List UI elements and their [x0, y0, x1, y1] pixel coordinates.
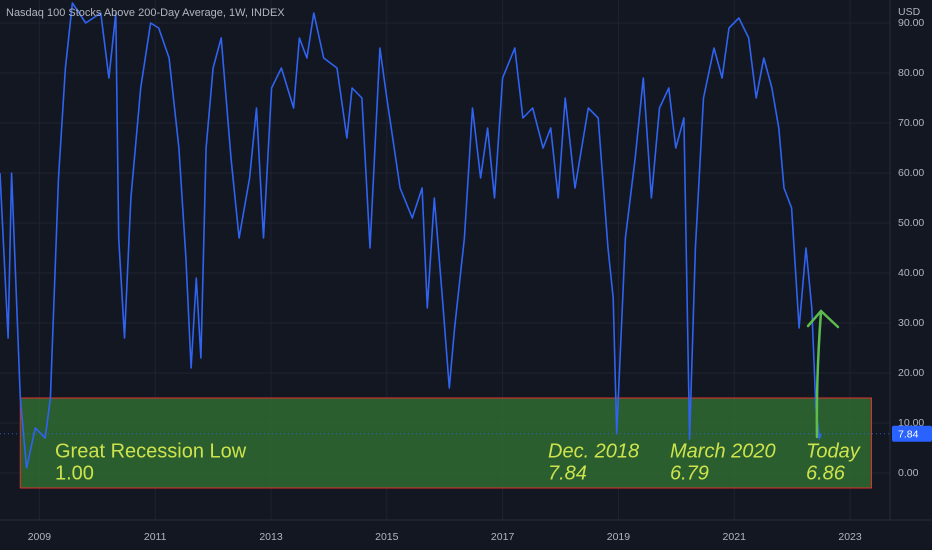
annotation-value: 1.00 [55, 462, 94, 484]
x-tick-label: 2019 [607, 531, 631, 543]
arrow-head [806, 309, 840, 329]
x-tick-label: 2011 [144, 531, 167, 543]
x-tick-label: 2015 [375, 531, 399, 543]
y-tick-label: 30.00 [898, 317, 924, 329]
y-tick-label: 60.00 [898, 167, 924, 179]
y-tick-label: 70.00 [898, 117, 924, 129]
y-tick-label: 0.00 [898, 467, 919, 479]
annotation-title: Today [806, 440, 861, 462]
annotation-title: Great Recession Low [55, 440, 247, 462]
y-tick-label: 90.00 [898, 17, 924, 29]
currency-label: USD [898, 6, 921, 18]
last-value-tag [892, 425, 932, 442]
arrow-shaft [815, 310, 823, 439]
y-tick-label: 40.00 [898, 267, 924, 279]
y-tick-label: 20.00 [898, 367, 924, 379]
annotation-value: 6.86 [806, 462, 846, 484]
plot [0, 2, 890, 489]
annotation-title: Dec. 2018 [548, 440, 639, 462]
arrow [806, 309, 840, 439]
y-tick-label: 50.00 [898, 217, 924, 229]
x-tick-label: 2017 [491, 531, 515, 543]
last-value-label: 7.84 [898, 429, 919, 441]
chart-title: Nasdaq 100 Stocks Above 200-Day Average,… [6, 7, 285, 19]
x-tick-label: 2009 [28, 531, 52, 543]
y-tick-label: 80.00 [898, 67, 924, 79]
x-tick-label: 2023 [838, 531, 862, 543]
series-line [0, 2, 822, 469]
annotation-title: March 2020 [670, 440, 776, 462]
highlight-zone [19, 397, 872, 489]
annotation-value: 7.84 [548, 462, 587, 484]
annotation-value: 6.79 [670, 462, 709, 484]
x-tick-label: 2021 [723, 531, 747, 543]
y-tick-label: 10.00 [898, 417, 924, 429]
x-tick-label: 2013 [259, 531, 283, 543]
